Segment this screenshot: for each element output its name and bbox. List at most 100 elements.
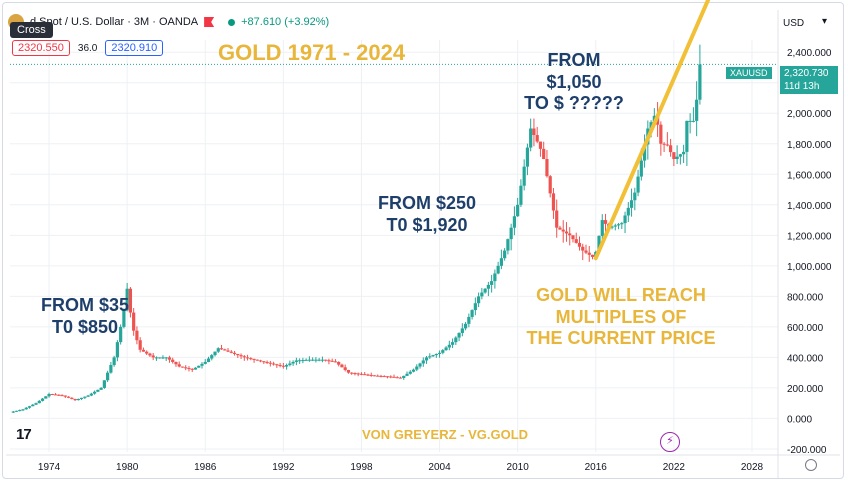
candle-body [317, 359, 321, 361]
candle-body [662, 143, 666, 145]
candle-body [112, 357, 116, 366]
candle-body [229, 351, 233, 353]
chevron-down-icon[interactable]: ▾ [822, 16, 828, 27]
candle-body [551, 193, 556, 211]
candle-body [184, 367, 188, 369]
candle-body [418, 363, 422, 367]
candle-body [672, 152, 676, 160]
candle-body [353, 373, 357, 375]
trend-arrow-shaft [593, 0, 711, 261]
candle-body [11, 411, 15, 413]
candle-body [642, 144, 647, 161]
candle-body [369, 374, 373, 376]
candle-body [288, 363, 292, 366]
price-change: +87.610 (+3.92%) [241, 16, 330, 28]
candle-body [428, 356, 432, 358]
candle-body [392, 376, 396, 378]
y-tick-label: 800.000 [787, 292, 824, 303]
y-tick-label: 1,400.000 [787, 201, 832, 212]
candle-body [291, 361, 295, 364]
flag-icon[interactable] [204, 17, 215, 27]
candle-body [320, 359, 325, 361]
candle-body [249, 358, 253, 360]
buy-button[interactable]: 2320.910 [105, 40, 164, 56]
candle-body [402, 375, 406, 378]
candle-body [695, 99, 699, 121]
candle-body [529, 128, 533, 148]
candle-body [307, 359, 311, 361]
candle-body [600, 220, 604, 236]
annotation-line: MULTIPLES OF [555, 306, 687, 327]
candle-body [483, 288, 487, 293]
candle-body [421, 360, 425, 364]
candle-body [232, 352, 237, 354]
y-tick-label: 1,800.000 [787, 140, 832, 151]
candle-body [379, 375, 383, 377]
candle-body [675, 156, 679, 160]
tradingview-logo-icon[interactable]: 17 [16, 426, 32, 443]
candle-body [141, 349, 146, 352]
candle-body [678, 154, 682, 157]
x-tick-label: 1980 [116, 462, 139, 473]
candle-body [27, 406, 32, 408]
candle-body [564, 231, 569, 234]
candle-body [682, 151, 686, 155]
candle-body [623, 215, 627, 224]
cross-tooltip: Cross [10, 22, 53, 38]
candle-body [574, 239, 578, 243]
sell-button[interactable]: 2320.550 [12, 40, 70, 56]
y-tick-label: 400.000 [787, 353, 824, 364]
candle-body [119, 326, 123, 343]
candle-body [128, 288, 133, 313]
candle-body [639, 160, 643, 177]
candle-body [496, 265, 500, 274]
annotation-line: THE CURRENT PRICE [526, 328, 716, 349]
candle-body [698, 64, 702, 100]
y-tick-label: 1,000.000 [787, 262, 832, 273]
candle-body [434, 353, 438, 356]
candle-body [385, 376, 390, 378]
candle-body [294, 360, 298, 362]
symbol-title[interactable]: d Spot / U.S. Dollar · 3M · OANDA [30, 16, 199, 28]
candle-body [66, 396, 71, 398]
candle-body [193, 367, 198, 370]
candle-body [636, 176, 640, 193]
candle-body [613, 225, 617, 227]
candle-body [76, 398, 80, 401]
candle-body [96, 389, 100, 392]
candle-body [93, 391, 97, 394]
lightning-icon[interactable]: ⚡ [660, 432, 680, 452]
candle-body [535, 135, 539, 142]
candle-body [53, 394, 58, 396]
candle-body [408, 371, 412, 374]
candle-body [213, 351, 217, 356]
last-price: 2,320.730 [784, 68, 829, 79]
candle-body [164, 357, 168, 359]
x-tick-label: 2016 [585, 462, 608, 473]
candle-body [271, 363, 276, 365]
bar-countdown: 11d 13h [784, 81, 820, 92]
candle-body [333, 361, 338, 363]
candle-body [34, 403, 38, 405]
y-tick-label: -200.000 [787, 445, 827, 456]
y-tick-label: 1,600.000 [787, 170, 832, 181]
gear-icon[interactable] [805, 459, 817, 471]
candle-body [538, 141, 543, 149]
candle-body [356, 373, 360, 375]
candle-body [470, 310, 474, 317]
candle-body [226, 350, 230, 352]
annotation-line: TO $ ????? [524, 93, 624, 114]
candle-body [73, 398, 77, 401]
candle-body [450, 342, 455, 345]
candle-body [363, 374, 367, 376]
candle-body [99, 387, 103, 390]
candle-body [18, 410, 22, 412]
candle-body [216, 348, 220, 352]
x-tick-label: 2004 [428, 462, 451, 473]
candle-body [135, 330, 139, 341]
candle-body [346, 369, 351, 373]
annotation-line: T0 $1,920 [386, 214, 468, 235]
currency-selector[interactable]: USD [783, 18, 805, 29]
